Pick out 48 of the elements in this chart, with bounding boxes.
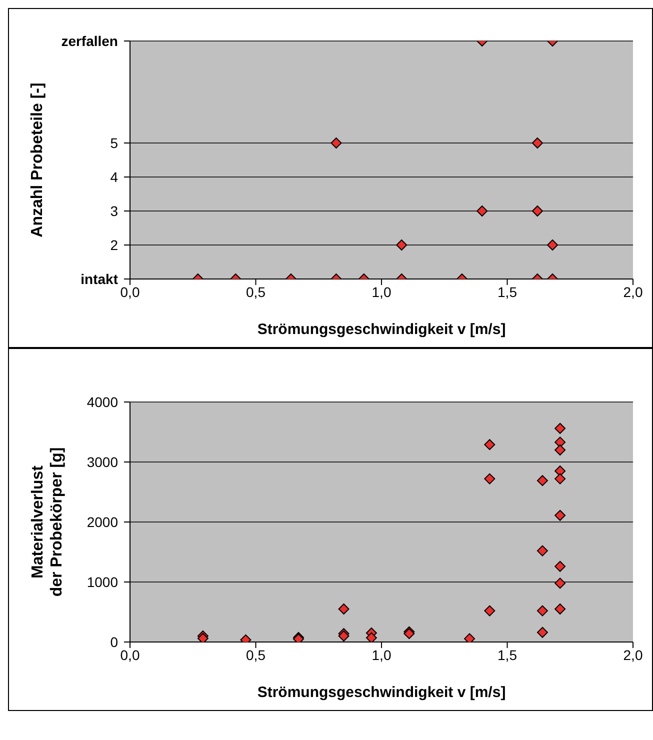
y-tick-label: 4	[110, 169, 118, 185]
point	[554, 466, 566, 476]
point	[536, 545, 548, 556]
y-tick-label: 3000	[86, 454, 118, 470]
y-tick-label: 5	[110, 135, 118, 151]
point	[554, 604, 566, 614]
point	[484, 439, 496, 450]
point	[554, 473, 566, 484]
point	[554, 578, 566, 589]
point	[330, 138, 342, 148]
point	[338, 604, 350, 614]
x-tick-label: 1,5	[498, 646, 518, 663]
y-tick-label: 0	[110, 634, 118, 650]
y-axis-title: Materialverlust der Probekörper [g]	[30, 447, 66, 597]
y-tick-label: 4000	[86, 394, 118, 410]
y-tick-label: intakt	[80, 271, 118, 287]
y-tick-label: 1000	[86, 574, 118, 590]
point	[536, 626, 548, 638]
point	[536, 475, 548, 486]
point	[554, 422, 566, 434]
x-tick-label: 1,0	[372, 284, 392, 300]
point	[476, 206, 488, 216]
point	[484, 473, 496, 484]
point	[338, 630, 350, 642]
point	[554, 560, 566, 572]
point	[366, 632, 377, 642]
x-tick-label: 0,5	[246, 646, 266, 663]
y-tick-label: 3	[110, 203, 118, 219]
point	[464, 633, 476, 642]
point	[554, 444, 566, 456]
x-axis-title: Strömungsgeschwindigkeit v [m/s]	[257, 684, 506, 701]
point	[532, 138, 543, 148]
point	[554, 510, 566, 521]
x-tick-label: 0,5	[246, 284, 266, 300]
point	[536, 605, 548, 616]
point	[532, 206, 543, 216]
x-tick-label: 2,0	[623, 646, 643, 663]
x-tick-label: 2,0	[623, 284, 643, 300]
x-tick-label: 1,0	[372, 646, 392, 663]
x-tick-label: 0,0	[120, 646, 140, 663]
y-tick-label: 2	[110, 237, 118, 253]
point	[484, 605, 496, 616]
y-tick-label: 2000	[86, 514, 118, 530]
x-axis-title: Strömungsgeschwindigkeit v [m/s]	[257, 321, 506, 338]
y-tick-label: zerfallen	[61, 33, 118, 49]
x-tick-label: 1,5	[498, 284, 518, 300]
y-axis-title: Anzahl Probeteile [-]	[29, 82, 46, 238]
x-tick-label: 0,0	[120, 284, 140, 300]
